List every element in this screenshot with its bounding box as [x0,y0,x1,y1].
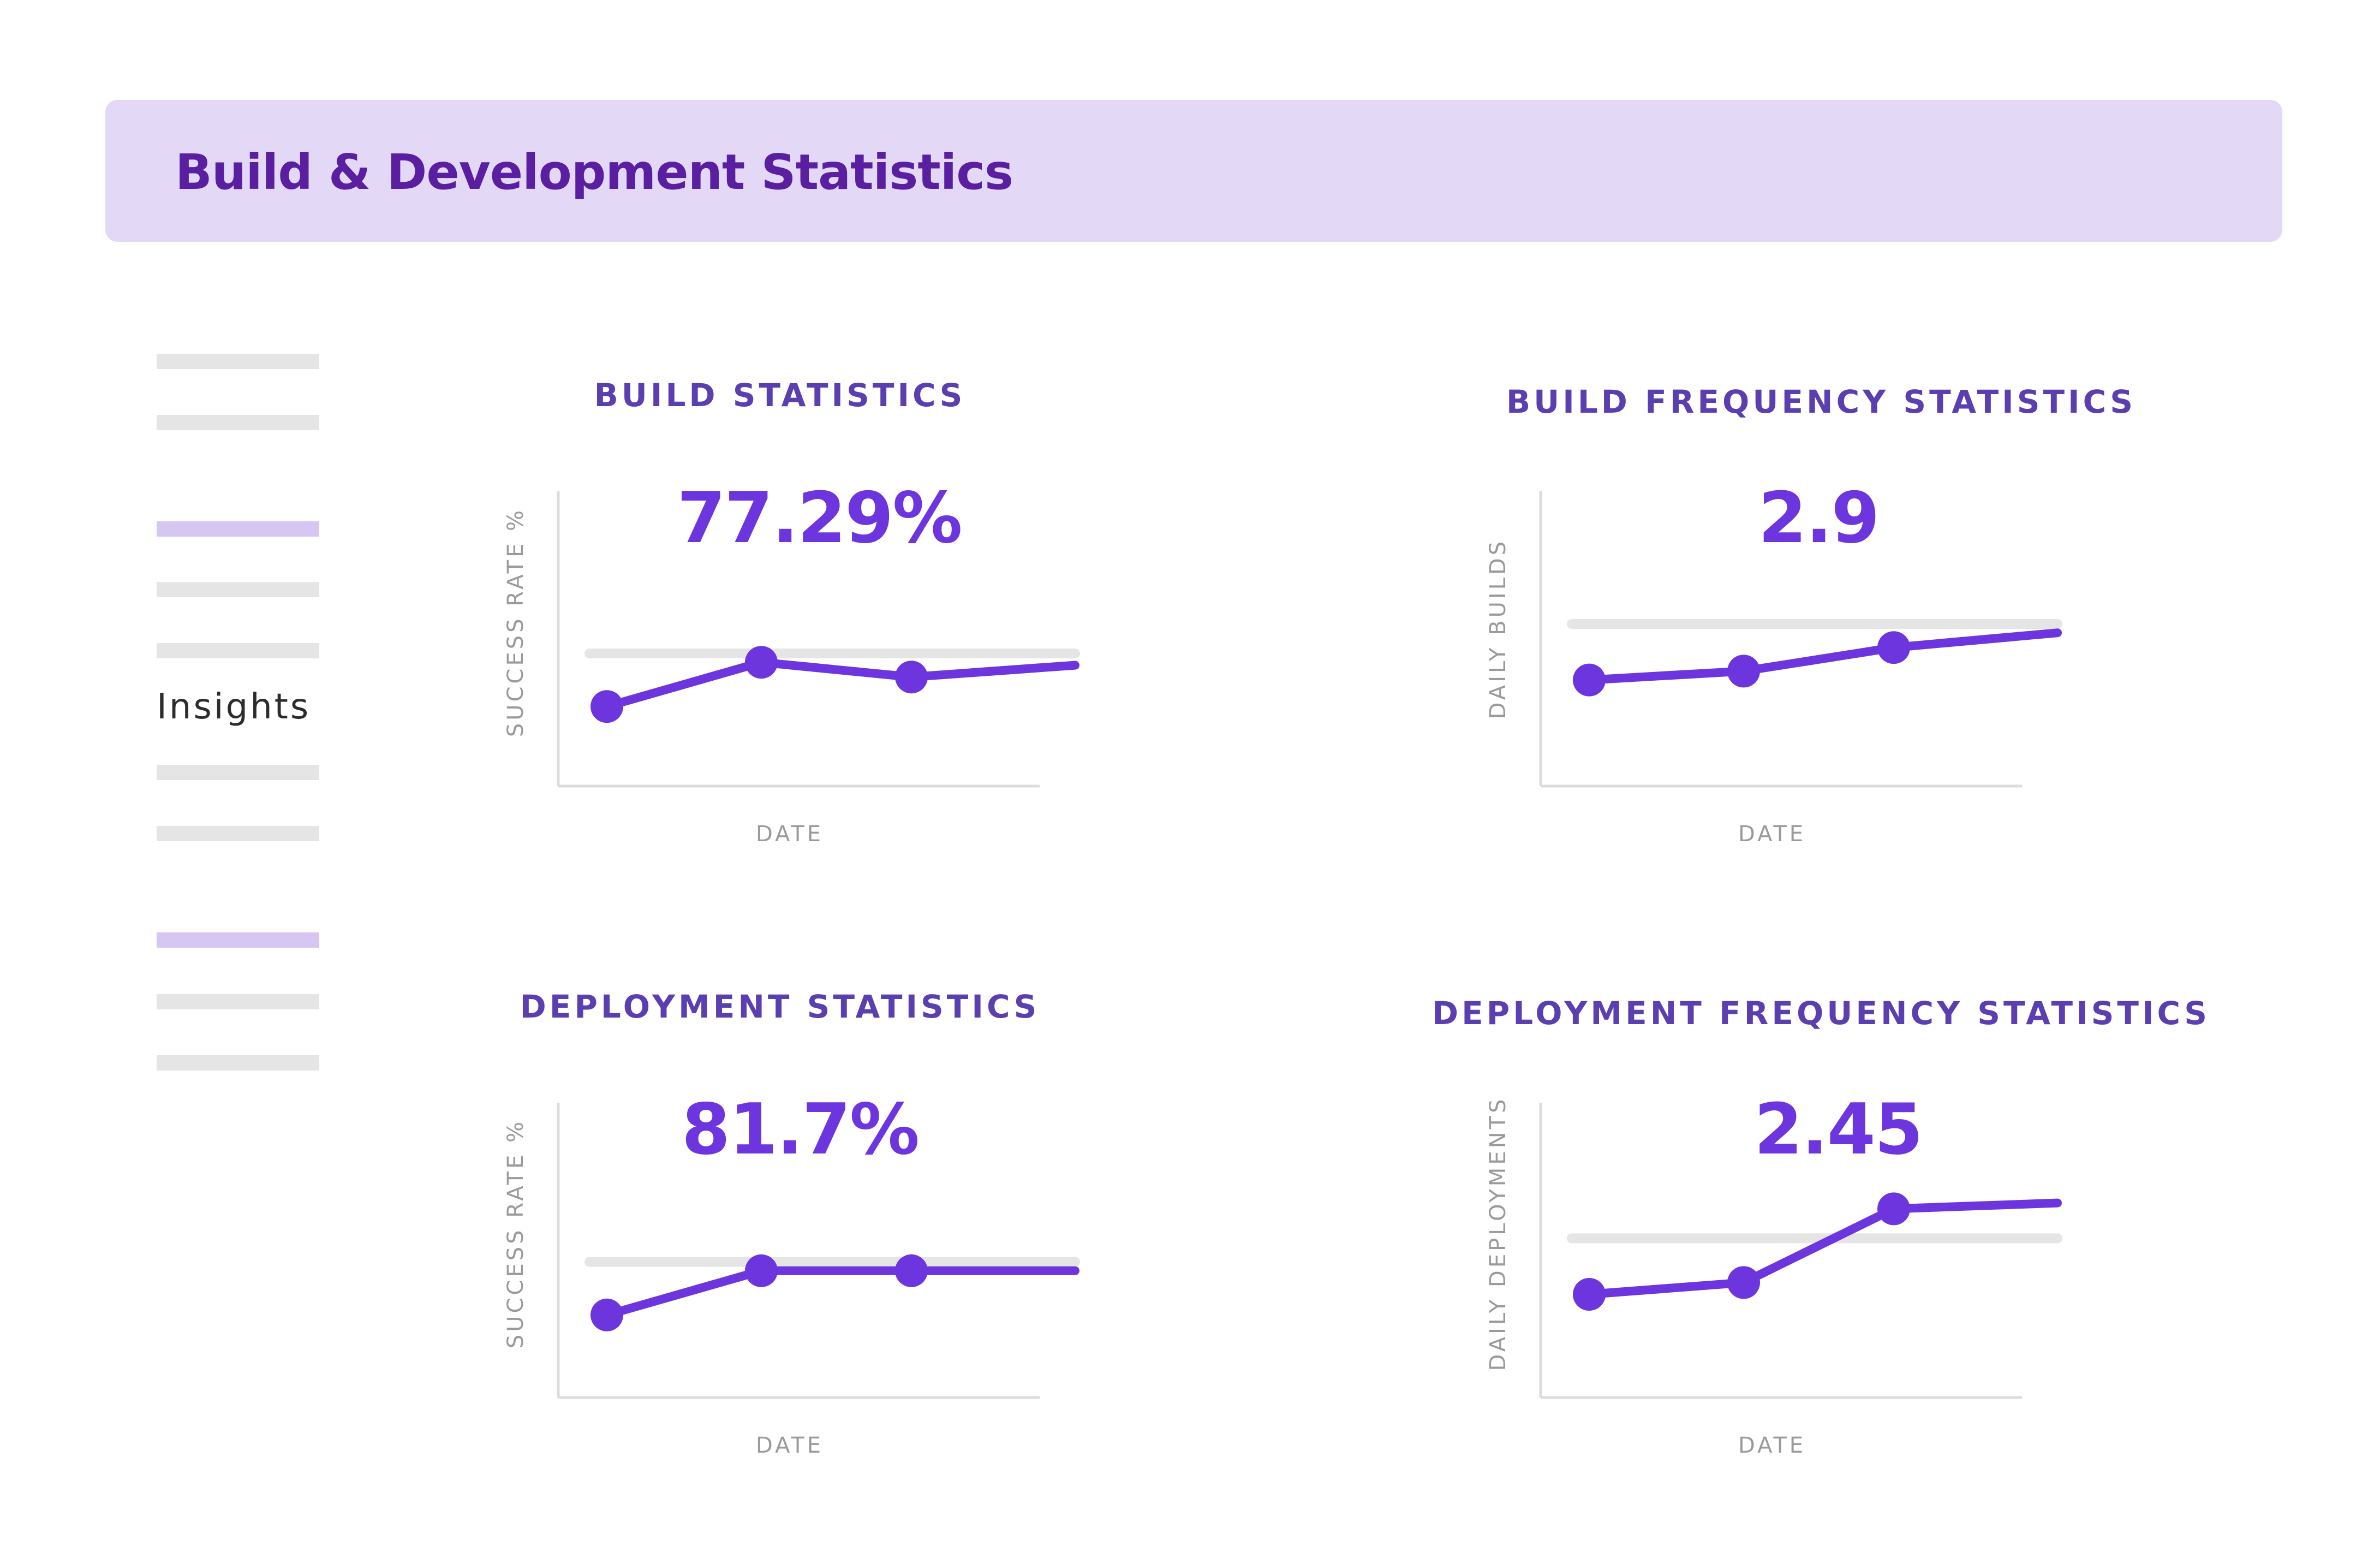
line-chart [557,491,1080,788]
sidebar-item-placeholder[interactable] [157,415,319,430]
data-point-3 [895,1254,928,1287]
build-statistics-panel: BUILD STATISTICS 77.29% SUCCESS RATE % D… [480,377,1299,923]
page-title: Build & Development Statistics [175,144,1013,200]
data-point-1 [590,1298,623,1331]
y-axis-label: SUCCESS RATE % [503,507,528,738]
sidebar-item-active-placeholder[interactable] [157,521,319,537]
data-point-2 [1727,655,1760,688]
metric-value: 2.45 [1754,1089,1923,1170]
data-point-1 [1573,1278,1606,1311]
x-axis-label: DATE [755,822,824,847]
build-frequency-statistics-panel: BUILD FREQUENCY STATISTICS 2.9 DAILY BUI… [1463,377,2281,923]
x-axis-label: DATE [1738,1433,1806,1458]
x-axis-label: DATE [755,1433,824,1458]
line-chart [1539,1103,2062,1399]
data-point-3 [1877,631,1910,664]
data-point-1 [1573,663,1606,697]
sidebar-item-insights[interactable]: Insights [157,687,311,727]
sidebar-item-placeholder[interactable] [157,765,319,780]
data-point-3 [895,661,928,694]
panel-title: DEPLOYMENT STATISTICS [520,988,1040,1025]
series-line [1585,628,2062,685]
metric-value: 2.9 [1758,478,1880,559]
sidebar-item-placeholder[interactable] [157,582,319,597]
metric-value: 81.7% [681,1089,920,1170]
line-chart [1539,491,2062,788]
line-chart [557,1103,1080,1399]
deployment-frequency-statistics-panel: DEPLOYMENT FREQUENCY STATISTICS 2.45 DAI… [1432,988,2281,1534]
metric-value: 77.29% [677,478,962,559]
deployment-statistics-panel: DEPLOYMENT STATISTICS 81.7% SUCCESS RATE… [480,988,1299,1534]
panel-title: BUILD STATISTICS [594,377,966,414]
sidebar-item-placeholder[interactable] [157,826,319,841]
data-point-1 [590,690,623,723]
sidebar-item-placeholder[interactable] [157,354,319,369]
sidebar-item-placeholder[interactable] [157,1055,319,1071]
y-axis-label: DAILY DEPLOYMENTS [1486,1096,1511,1371]
series-line [603,1266,1079,1319]
data-point-3 [1877,1192,1910,1226]
y-axis-label: SUCCESS RATE % [503,1119,528,1349]
data-point-2 [745,646,778,679]
series-line [1585,1198,2062,1299]
sidebar-item-active-placeholder[interactable] [157,932,319,948]
data-point-2 [745,1254,778,1287]
sidebar-item-placeholder[interactable] [157,643,319,658]
y-axis-label: DAILY BUILDS [1486,538,1511,719]
x-axis-label: DATE [1738,822,1806,847]
page-header: Build & Development Statistics [105,100,2282,242]
sidebar-item-placeholder[interactable] [157,994,319,1009]
panel-title: BUILD FREQUENCY STATISTICS [1506,383,2137,420]
panel-title: DEPLOYMENT FREQUENCY STATISTICS [1432,995,2210,1032]
data-point-2 [1727,1266,1760,1299]
series-line [603,658,1079,711]
